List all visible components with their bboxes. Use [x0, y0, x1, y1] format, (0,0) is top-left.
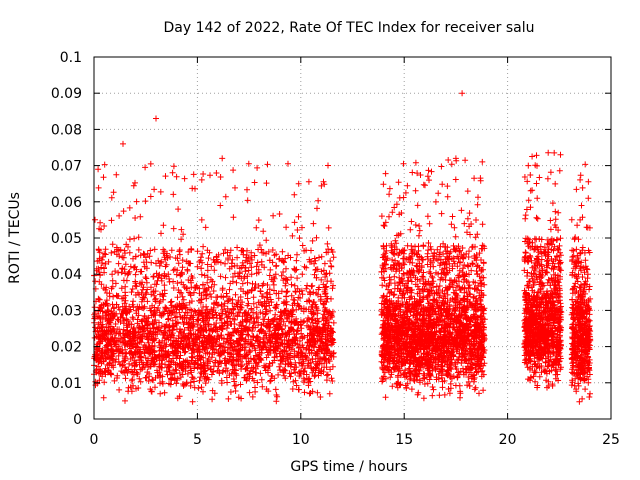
y-tick-label: 0 — [73, 412, 82, 428]
y-tick-label: 0.01 — [51, 376, 82, 392]
chart-title: Day 142 of 2022, Rate Of TEC Index for r… — [163, 20, 534, 36]
x-axis-label: GPS time / hours — [290, 459, 407, 475]
y-tick-label: 0.07 — [51, 159, 82, 175]
x-tick-label: 20 — [499, 432, 517, 448]
roti-point-markers — [91, 90, 594, 405]
y-tick-label: 0.08 — [51, 122, 82, 138]
x-tick-label: 0 — [90, 432, 99, 448]
y-axis-label: ROTI / TECUs — [7, 192, 23, 284]
x-tick-label: 10 — [292, 432, 310, 448]
x-tick-labels: 0 5 10 15 20 25 — [90, 432, 620, 448]
axis-ticks — [93, 56, 612, 420]
y-tick-label: 0.06 — [51, 195, 82, 211]
y-tick-label: 0.05 — [51, 231, 82, 247]
y-tick-label: 0.02 — [51, 340, 82, 356]
y-tick-labels: 0 0.01 0.02 0.03 0.04 0.05 0.06 0.07 0.08 0.09 0.1 — [51, 50, 82, 428]
x-tick-label: 5 — [193, 432, 202, 448]
y-tick-label: 0.03 — [51, 303, 82, 319]
y-tick-label: 0.04 — [51, 267, 82, 283]
data-points — [91, 90, 594, 405]
x-tick-label: 25 — [602, 432, 620, 448]
x-tick-label: 15 — [395, 432, 413, 448]
y-tick-label: 0.09 — [51, 86, 82, 102]
y-tick-label: 0.1 — [60, 50, 82, 66]
